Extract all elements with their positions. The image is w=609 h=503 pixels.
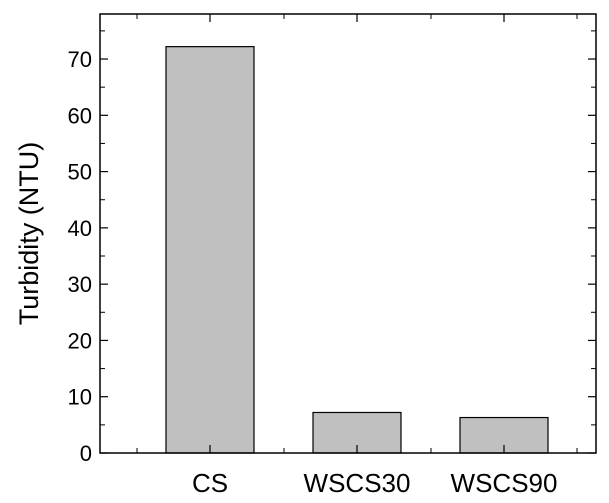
x-tick-label: WSCS90 (451, 468, 558, 498)
bar-cs (165, 46, 255, 454)
x-tick-label: CS (192, 468, 228, 498)
bars-layer (165, 46, 549, 454)
y-tick-label: 0 (80, 441, 92, 466)
y-tick-label: 30 (68, 272, 92, 297)
labels-layer: CS WSCS30 WSCS90 0 10 20 30 40 50 60 70 (68, 47, 558, 498)
y-tick-label: 60 (68, 103, 92, 128)
plot-frame (99, 13, 597, 454)
y-tick-label: 10 (68, 385, 92, 410)
y-tick-label: 20 (68, 328, 92, 353)
y-axis-title: Turbidity (NTU) (14, 142, 44, 326)
y-tick-label: 40 (68, 216, 92, 241)
y-tick-label: 50 (68, 160, 92, 185)
y-tick-label: 70 (68, 47, 92, 72)
x-tick-label: WSCS30 (304, 468, 411, 498)
